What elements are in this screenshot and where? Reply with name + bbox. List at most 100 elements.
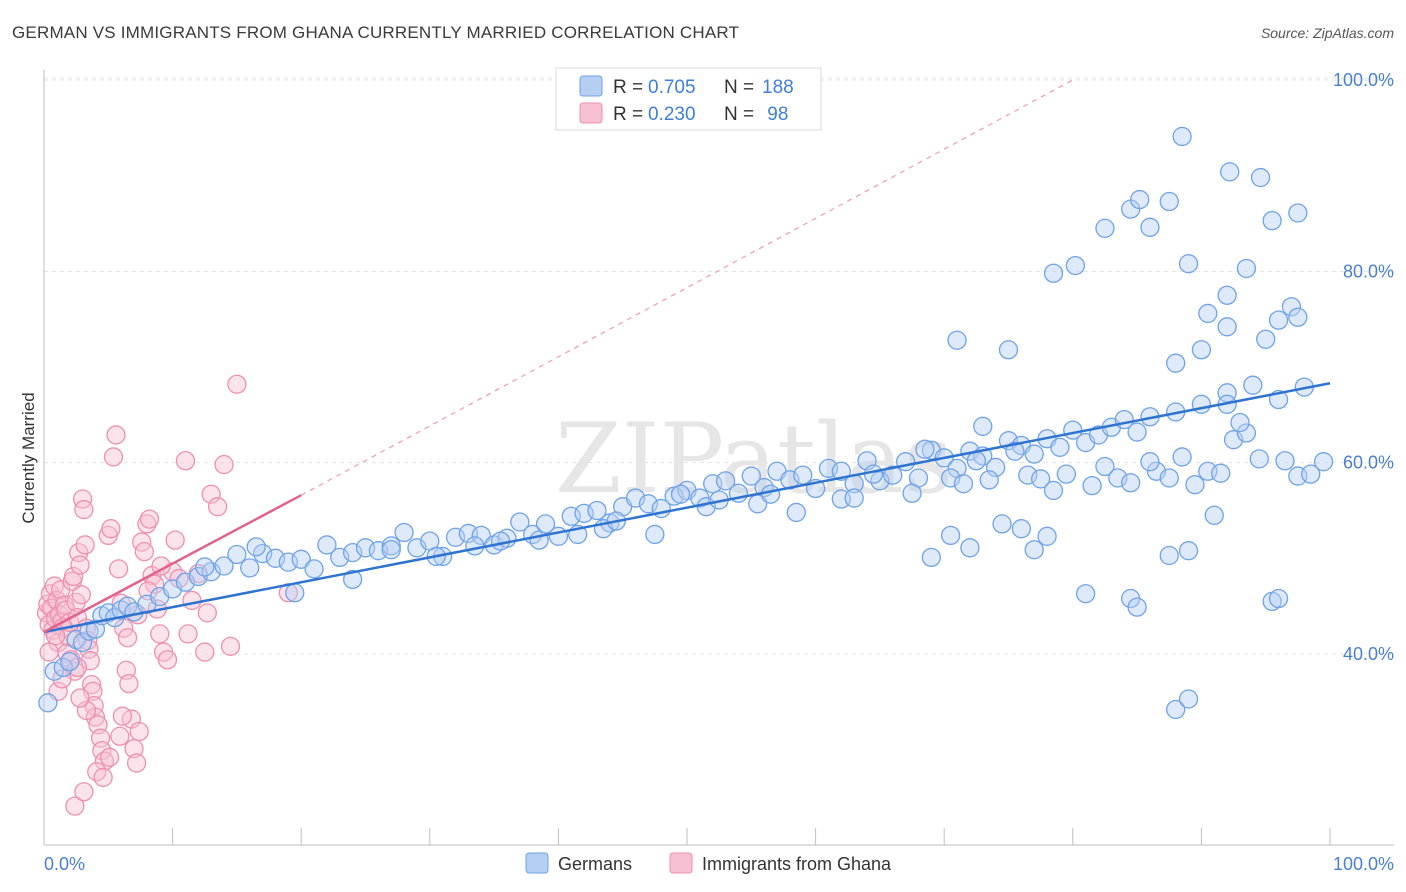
ghana-point	[110, 726, 130, 746]
germans-point	[1172, 126, 1192, 147]
y-tick-label-40: 40.0%	[1343, 644, 1394, 664]
germans-point	[1288, 203, 1308, 223]
germans-point	[844, 488, 864, 508]
germans-point	[1217, 383, 1237, 403]
ghana-point	[101, 519, 121, 539]
bottom-legend: Germans Immigrants from Ghana	[525, 852, 892, 874]
germans-point	[1256, 329, 1276, 349]
ghana-point	[70, 688, 90, 708]
ghana-point	[106, 425, 126, 445]
germans-point	[1249, 449, 1269, 469]
germans-point	[1127, 597, 1147, 617]
germans-point	[60, 652, 80, 672]
bottom-legend-label-germans: Germans	[558, 854, 632, 874]
germans-point	[1037, 526, 1057, 546]
germans-point	[1243, 375, 1263, 395]
germans-point	[1065, 255, 1086, 276]
germans-point	[304, 559, 324, 579]
germans-point	[741, 466, 761, 486]
ghana-point	[71, 585, 91, 605]
ghana-point	[39, 642, 59, 662]
germans-point	[394, 522, 414, 543]
germans-point	[1198, 303, 1218, 324]
germans-point	[465, 536, 485, 556]
germans-point	[1236, 258, 1257, 279]
x-ticks	[43, 828, 1331, 845]
bottom-legend-label-ghana: Immigrants from Ghana	[702, 854, 892, 874]
germans-trend-line	[43, 382, 1331, 634]
ghana-point	[227, 374, 247, 394]
germans-point	[1250, 167, 1271, 188]
germans-point	[940, 525, 961, 546]
germans-point	[1230, 412, 1250, 433]
ghana-point	[119, 674, 139, 694]
legend-r-label-ghana: R =	[613, 104, 643, 125]
germans-point	[587, 500, 607, 521]
germans-point	[291, 549, 311, 569]
germans-point	[195, 557, 215, 577]
germans-point	[985, 457, 1006, 478]
germans-point	[1211, 463, 1231, 483]
germans-point	[1236, 423, 1257, 443]
ghana-point	[157, 650, 178, 670]
germans-point	[1082, 475, 1102, 496]
germans-point	[214, 556, 234, 576]
germans-point	[902, 483, 922, 503]
ghana-point	[220, 636, 241, 656]
germans-point	[992, 514, 1012, 534]
germans-point	[1011, 519, 1032, 539]
germans-point	[1191, 340, 1212, 360]
germans-point	[285, 583, 305, 603]
legend-swatch-germans	[579, 75, 603, 97]
germans-point	[921, 547, 941, 568]
germans-point	[979, 470, 999, 490]
germans-point	[1288, 307, 1308, 327]
axes	[43, 70, 1394, 846]
germans-point	[1043, 263, 1064, 283]
ghana-point	[117, 628, 138, 648]
legend-r-value-ghana: 0.230	[648, 104, 696, 125]
ghana-point	[99, 747, 120, 767]
germans-point	[998, 340, 1019, 360]
germans-point	[1220, 162, 1240, 182]
germans-point	[1043, 480, 1064, 501]
ghana-point	[93, 767, 113, 788]
germans-point	[246, 537, 266, 557]
ghana-point	[214, 454, 234, 475]
germans-point	[883, 465, 903, 485]
germans-point	[1172, 447, 1192, 467]
germans-point	[1050, 437, 1070, 458]
ghana-point	[182, 590, 202, 611]
ghana-point	[195, 642, 215, 662]
germans-point	[471, 525, 491, 546]
germans-point	[227, 544, 247, 565]
germans-point	[1166, 699, 1186, 720]
germans-point	[915, 439, 935, 459]
germans-point	[510, 512, 530, 532]
x-tick-label-max: 100.0%	[1333, 854, 1394, 874]
ghana-point	[124, 739, 144, 759]
germans-point	[1281, 297, 1302, 317]
germans-point	[1178, 541, 1199, 561]
germans-point	[966, 451, 986, 471]
germans-point	[1301, 464, 1321, 484]
germans-point	[760, 484, 781, 504]
germans-point	[1005, 441, 1025, 461]
ghana-point	[150, 624, 170, 644]
ghana-point	[129, 721, 149, 742]
germans-point	[1166, 353, 1186, 373]
legend-swatch-ghana	[579, 102, 603, 124]
germans-point	[490, 531, 511, 551]
germans-point	[1275, 451, 1295, 471]
germans-point	[240, 558, 260, 578]
ghana-trend-line	[43, 494, 302, 634]
germans-point	[1130, 189, 1150, 210]
germans-point	[895, 452, 916, 472]
chart-source: Source: ZipAtlas.com	[1261, 25, 1394, 41]
germans-point	[1127, 422, 1147, 442]
legend-n-label-ghana: N =	[724, 104, 754, 125]
germans-point	[1095, 456, 1115, 477]
ghana-point	[81, 674, 102, 695]
germans-point	[645, 524, 665, 545]
